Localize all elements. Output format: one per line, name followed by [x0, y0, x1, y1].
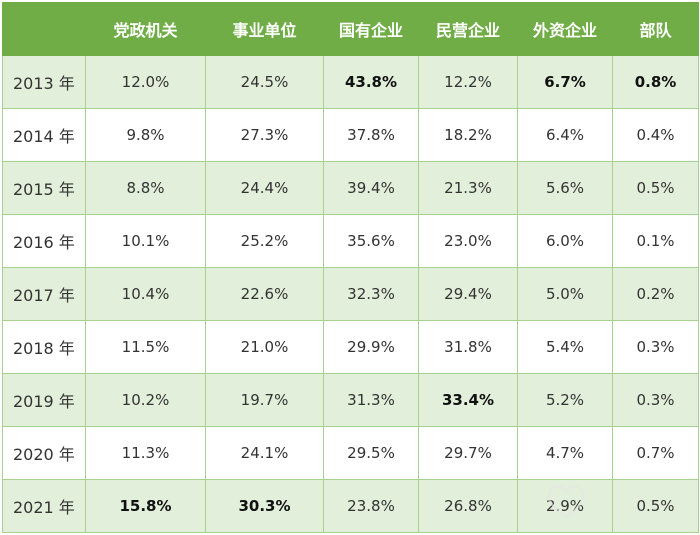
table-cell: 25.2%	[205, 214, 324, 268]
header-public-institution: 事业单位	[205, 2, 324, 56]
table-cell: 0.3%	[612, 320, 699, 374]
table-row: 2019 年 10.2% 19.7% 31.3% 33.4% 5.2% 0.3%	[2, 373, 699, 427]
table-cell: 10.1%	[85, 214, 206, 268]
table-row: 2018 年 11.5% 21.0% 29.9% 31.8% 5.4% 0.3%	[2, 320, 699, 374]
row-year: 2020 年	[2, 426, 86, 480]
table-cell: 0.2%	[612, 267, 699, 321]
table-cell: 5.4%	[517, 320, 613, 374]
table-row: 2016 年 10.1% 25.2% 35.6% 23.0% 6.0% 0.1%	[2, 214, 699, 268]
table-cell: 29.7%	[418, 426, 518, 480]
table-cell: 29.9%	[323, 320, 419, 374]
table-cell: 24.5%	[205, 55, 324, 109]
table-cell: 6.0%	[517, 214, 613, 268]
header-government: 党政机关	[85, 2, 206, 56]
table-row: 2015 年 8.8% 24.4% 39.4% 21.3% 5.6% 0.5%	[2, 161, 699, 215]
header-corner	[2, 2, 86, 56]
table-cell: 0.8%	[612, 55, 699, 109]
table-cell: 11.5%	[85, 320, 206, 374]
table-cell: 19.7%	[205, 373, 324, 427]
table-body: 2013 年 12.0% 24.5% 43.8% 12.2% 6.7% 0.8% 2014 年…	[2, 55, 699, 533]
table-cell: 11.3%	[85, 426, 206, 480]
table-cell: 21.3%	[418, 161, 518, 215]
table-cell: 0.7%	[612, 426, 699, 480]
table-cell: 6.4%	[517, 108, 613, 162]
table-cell: 30.3%	[205, 479, 324, 533]
row-year: 2015 年	[2, 161, 86, 215]
table-cell: 5.0%	[517, 267, 613, 321]
row-year: 2014 年	[2, 108, 86, 162]
row-year: 2017 年	[2, 267, 86, 321]
table-row: 2017 年 10.4% 22.6% 32.3% 29.4% 5.0% 0.2%	[2, 267, 699, 321]
table-cell: 12.0%	[85, 55, 206, 109]
table-cell: 4.7%	[517, 426, 613, 480]
header-foreign-enterprise: 外资企业	[517, 2, 613, 56]
table-cell: 15.8%	[85, 479, 206, 533]
table-cell: 10.4%	[85, 267, 206, 321]
table-cell: 0.3%	[612, 373, 699, 427]
table-cell: 6.7%	[517, 55, 613, 109]
table-cell: 2.9%	[517, 479, 613, 533]
table-cell: 0.1%	[612, 214, 699, 268]
row-year: 2016 年	[2, 214, 86, 268]
table-row: 2021 年 15.8% 30.3% 23.8% 26.8% 2.9% 0.5%	[2, 479, 699, 533]
table-cell: 23.8%	[323, 479, 419, 533]
row-year: 2019 年	[2, 373, 86, 427]
table-cell: 31.8%	[418, 320, 518, 374]
row-year: 2021 年	[2, 479, 86, 533]
table-cell: 18.2%	[418, 108, 518, 162]
table-cell: 9.8%	[85, 108, 206, 162]
table-cell: 43.8%	[323, 55, 419, 109]
table-cell: 24.4%	[205, 161, 324, 215]
table-row: 2014 年 9.8% 27.3% 37.8% 18.2% 6.4% 0.4%	[2, 108, 699, 162]
table-cell: 12.2%	[418, 55, 518, 109]
table-cell: 0.5%	[612, 161, 699, 215]
table-cell: 32.3%	[323, 267, 419, 321]
header-row: 党政机关 事业单位 国有企业 民营企业 外资企业 部队	[2, 2, 699, 56]
table-cell: 31.3%	[323, 373, 419, 427]
table-cell: 27.3%	[205, 108, 324, 162]
table-cell: 5.6%	[517, 161, 613, 215]
table-row: 2013 年 12.0% 24.5% 43.8% 12.2% 6.7% 0.8%	[2, 55, 699, 109]
table-cell: 29.5%	[323, 426, 419, 480]
table-cell: 21.0%	[205, 320, 324, 374]
row-year: 2013 年	[2, 55, 86, 109]
table-cell: 37.8%	[323, 108, 419, 162]
header-private-enterprise: 民营企业	[418, 2, 518, 56]
heart-logo-icon	[547, 485, 585, 519]
header-military: 部队	[612, 2, 699, 56]
table-cell: 5.2%	[517, 373, 613, 427]
table-cell: 0.5%	[612, 479, 699, 533]
table-cell: 35.6%	[323, 214, 419, 268]
table-cell: 24.1%	[205, 426, 324, 480]
table-cell: 26.8%	[418, 479, 518, 533]
table-cell: 10.2%	[85, 373, 206, 427]
table-cell: 22.6%	[205, 267, 324, 321]
table-cell: 33.4%	[418, 373, 518, 427]
table-cell: 39.4%	[323, 161, 419, 215]
table-cell: 29.4%	[418, 267, 518, 321]
table-cell: 23.0%	[418, 214, 518, 268]
row-year: 2018 年	[2, 320, 86, 374]
header-state-enterprise: 国有企业	[323, 2, 419, 56]
table-cell: 8.8%	[85, 161, 206, 215]
table-row: 2020 年 11.3% 24.1% 29.5% 29.7% 4.7% 0.7%	[2, 426, 699, 480]
table-cell: 0.4%	[612, 108, 699, 162]
